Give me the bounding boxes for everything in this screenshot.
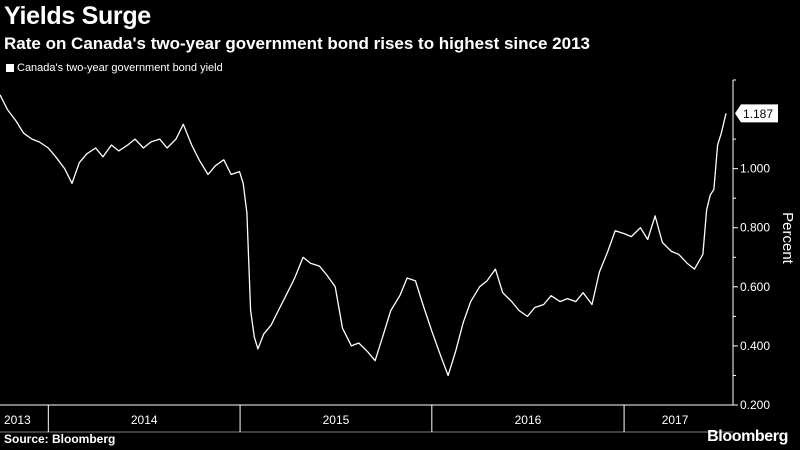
source-note: Source: Bloomberg bbox=[4, 432, 116, 446]
y-tick-label: 0.400 bbox=[740, 339, 770, 353]
legend-swatch bbox=[6, 64, 14, 72]
y-axis: 0.200 0.400 0.600 0.800 1.000 bbox=[732, 79, 770, 412]
y-tick-label: 1.000 bbox=[740, 162, 770, 176]
y-tick-label: 0.600 bbox=[740, 280, 770, 294]
series-line bbox=[0, 94, 727, 377]
last-value-flag bbox=[735, 104, 778, 123]
bloomberg-logo: Bloomberg bbox=[707, 428, 788, 445]
y-tick-label: 0.200 bbox=[740, 398, 770, 412]
legend-label: Canada's two-year government bond yield bbox=[17, 62, 223, 74]
x-axis: 2013 2014 2015 2016 2017 bbox=[0, 404, 733, 433]
last-value-callout: 1.187 bbox=[735, 104, 778, 123]
y-axis-label: Percent bbox=[779, 212, 796, 265]
year-label: 2017 bbox=[662, 413, 689, 427]
legend: Canada's two-year government bond yield bbox=[6, 62, 223, 74]
year-label: 2013 bbox=[4, 413, 31, 427]
chart-subtitle: Rate on Canada's two-year government bon… bbox=[4, 34, 590, 53]
last-value-text: 1.187 bbox=[743, 107, 773, 121]
year-label: 2014 bbox=[131, 413, 158, 427]
year-label: 2015 bbox=[323, 413, 350, 427]
year-label: 2016 bbox=[515, 413, 542, 427]
chart-title: Yields Surge bbox=[4, 2, 151, 30]
y-tick-label: 0.800 bbox=[740, 221, 770, 235]
